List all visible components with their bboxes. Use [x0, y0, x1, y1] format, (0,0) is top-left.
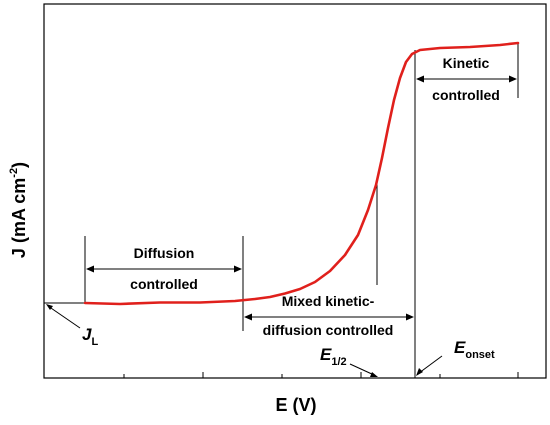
diffusion-arrowhead-right: [234, 265, 242, 273]
kinetic-label-line2: controlled: [432, 87, 500, 103]
y-axis-label-close: ): [9, 162, 29, 168]
y-axis-label: J (mA cm-2): [8, 162, 29, 258]
mixed-label-line1: Mixed kinetic-: [282, 293, 375, 309]
kinetic-label-line1: Kinetic: [443, 55, 490, 71]
kinetic-arrowhead-left: [416, 75, 424, 83]
onset-pointer-arrowhead: [416, 368, 423, 376]
e-half-symbol: E: [320, 345, 332, 364]
jl-symbol: J: [82, 325, 92, 344]
e-half-pointer-line: [349, 363, 375, 376]
mixed-arrowhead-right: [406, 313, 414, 321]
mixed-label-line2: diffusion controlled: [263, 322, 394, 338]
jl-subscript: L: [91, 336, 98, 348]
onset-symbol: E: [454, 338, 466, 357]
x-axis-ticks: [43, 372, 519, 378]
e-half-label: E1/2: [320, 345, 347, 368]
x-axis-label: E (V): [275, 395, 316, 415]
jl-pointer-arrowhead: [46, 304, 53, 310]
diffusion-label-line1: Diffusion: [134, 245, 195, 261]
kinetic-arrowhead-right: [509, 75, 517, 83]
onset-subscript: onset: [465, 349, 495, 361]
diffusion-arrowhead-left: [86, 265, 94, 273]
y-axis-label-main: J (mA cm: [9, 178, 29, 258]
jl-label: JL: [82, 325, 98, 348]
jl-pointer-line: [47, 305, 81, 329]
series-line: [83, 41, 520, 306]
y-axis-label-exponent: -2: [8, 168, 20, 178]
plot-frame: [43, 3, 547, 379]
onset-pointer-line: [418, 355, 443, 374]
e-half-pointer-arrowhead: [370, 372, 378, 377]
diffusion-label-line2: controlled: [130, 276, 198, 292]
e-half-subscript: 1/2: [331, 356, 346, 368]
mixed-arrowhead-left: [244, 313, 252, 321]
onset-label: Eonset: [454, 338, 495, 361]
